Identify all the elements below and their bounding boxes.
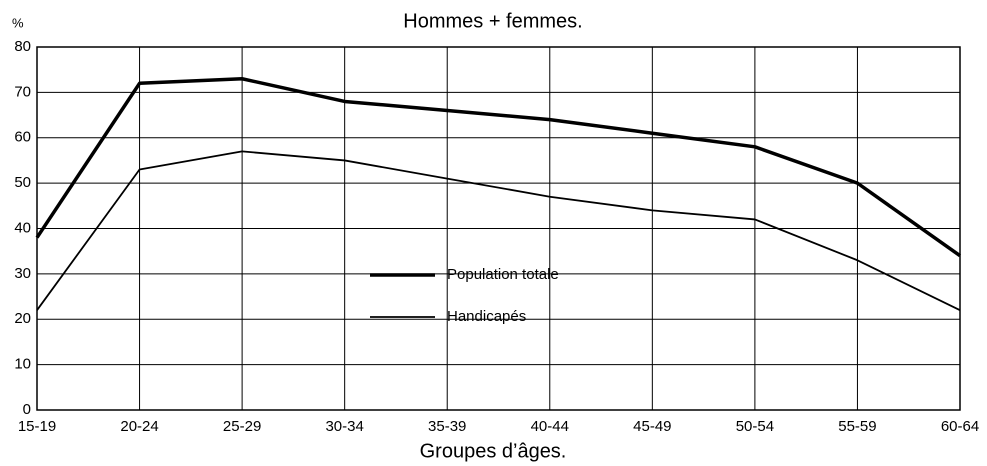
y-tick-label: 50 (14, 174, 31, 191)
y-tick-label: 80 (14, 38, 31, 55)
plot-frame (36, 46, 961, 411)
x-tick-label: 30-34 (325, 418, 363, 435)
chart-title: Hommes + femmes. (403, 10, 582, 32)
x-tick-label: 50-54 (736, 418, 774, 435)
x-tick-label: 20-24 (120, 418, 158, 435)
x-tick-label: 60-64 (941, 418, 979, 435)
y-unit: % (12, 15, 24, 30)
y-tick-label: 10 (14, 356, 31, 373)
series-line (36, 150, 961, 311)
x-tick-label: 40-44 (531, 418, 569, 435)
y-tick-label: 70 (14, 83, 31, 100)
x-tick-label: 35-39 (428, 418, 466, 435)
y-tick-label: 0 (23, 401, 31, 418)
y-tick-label: 20 (14, 310, 31, 327)
x-tick-label: 45-49 (633, 418, 671, 435)
x-tick-label: 55-59 (838, 418, 876, 435)
x-tick-label: 25-29 (223, 418, 261, 435)
series-line (35, 77, 962, 258)
y-tick-label: 60 (14, 129, 31, 146)
legend-label: Population totale (447, 266, 559, 283)
x-tick-label: 15-19 (18, 418, 56, 435)
x-axis-label: Groupes d’âges. (420, 440, 567, 462)
y-tick-label: 40 (14, 219, 31, 236)
legend-label: Handicapés (447, 308, 526, 325)
y-tick-label: 30 (14, 265, 31, 282)
